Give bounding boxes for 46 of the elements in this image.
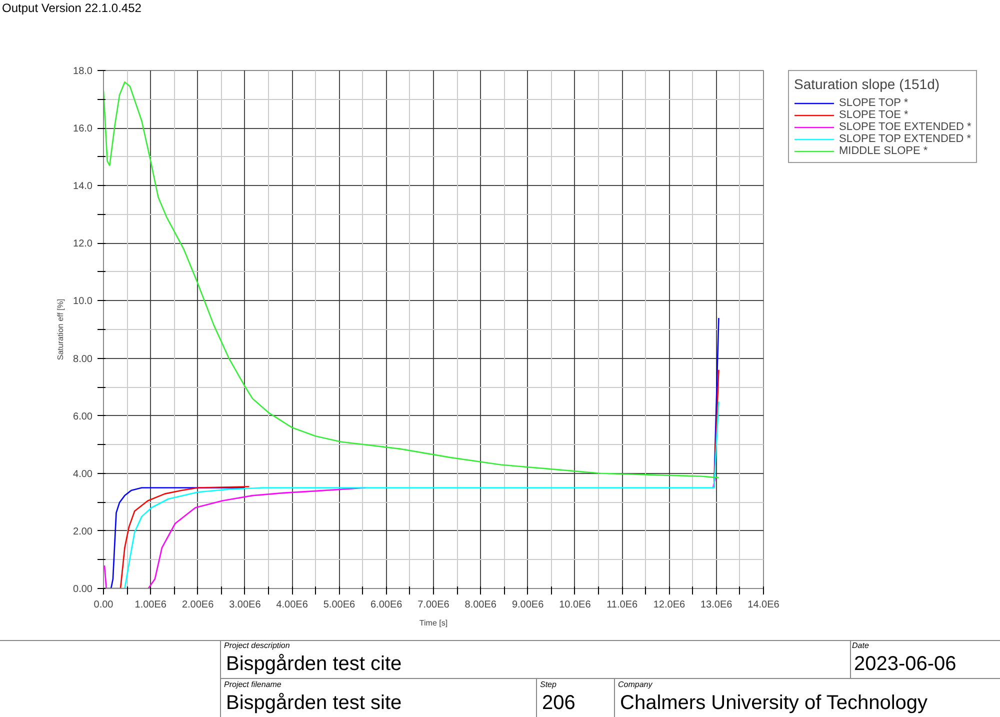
y-tick-label: 6.00 [73, 411, 93, 422]
y-tick-label: 14.0 [73, 181, 93, 192]
x-tick-label: 2.00E6 [182, 600, 214, 610]
text: 206 [542, 692, 576, 714]
y-tick-label: 12.0 [73, 238, 93, 250]
legend-title: Saturation slope (151d) [794, 76, 941, 92]
text: Output Version 22.1.0.452 [2, 1, 142, 16]
text: Project description [224, 641, 290, 651]
x-axis-title: Time [s] [419, 618, 448, 628]
text: Bispgården test cite [226, 653, 402, 675]
line-series [124, 400, 720, 588]
x-tick-label: 13.0E6 [700, 600, 733, 610]
text: Bispgården test site [226, 692, 402, 714]
x-tick-label: 3.00E6 [229, 600, 262, 610]
y-tick-label: 16.0 [73, 124, 93, 135]
text: Date [852, 641, 869, 651]
y-tick-label: 10.0 [73, 296, 93, 308]
x-tick-label: 14.0E6 [748, 600, 780, 610]
y-tick-label: 2.00 [73, 526, 93, 538]
legend-label: SLOPE TOP EXTENDED * [839, 133, 972, 145]
y-axis-title: Saturation eff [%] [56, 298, 66, 360]
text: Step [540, 680, 556, 690]
x-tick-label: 12.0E6 [653, 600, 686, 610]
y-tick-label: 4.00 [73, 468, 93, 480]
x-tick-label: 11.0E6 [606, 600, 638, 610]
legend-label: SLOPE TOP * [839, 97, 908, 109]
x-tick-label: 0.00 [94, 600, 114, 610]
legend-label: SLOPE TOE EXTENDED * [839, 121, 972, 133]
x-tick-label: 5.00E6 [323, 600, 356, 610]
y-tick-label: 8.00 [73, 354, 93, 365]
text: 2023-06-06 [854, 653, 956, 675]
text: Company [618, 680, 652, 690]
legend-label: SLOPE TOE * [839, 109, 908, 121]
x-tick-label: 4.00E6 [276, 600, 308, 610]
line-series [104, 81, 720, 478]
legend-label: MIDDLE SLOPE * [839, 145, 928, 157]
x-tick-label: 7.00E6 [418, 600, 450, 610]
text: Chalmers University of Technology [620, 692, 928, 714]
x-tick-label: 1.00E6 [134, 600, 167, 610]
x-tick-label: 8.00E6 [464, 600, 497, 610]
text: Project filename [224, 680, 282, 690]
y-tick-label: 18.0 [73, 66, 93, 77]
x-tick-label: 6.00E6 [370, 600, 403, 610]
x-tick-label: 9.00E6 [512, 600, 544, 610]
y-tick-label: 0.00 [73, 584, 93, 595]
x-tick-label: 10.0E6 [559, 600, 592, 610]
